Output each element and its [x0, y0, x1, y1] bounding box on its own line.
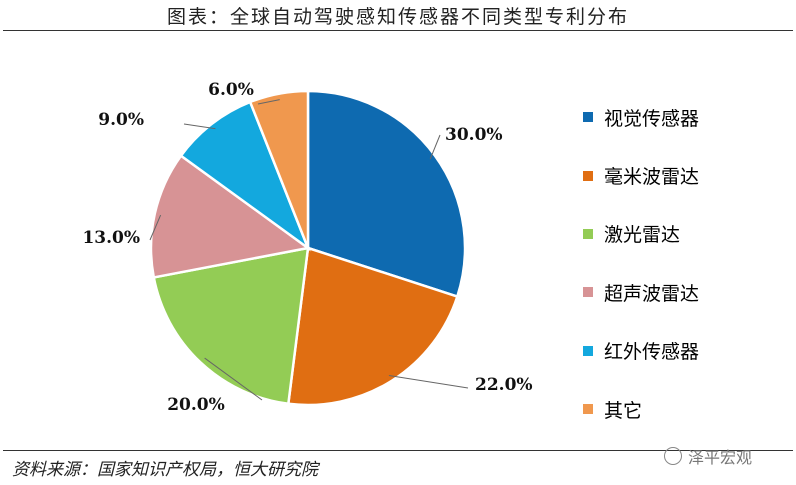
leader-line-6 [257, 99, 280, 105]
leader-line-5 [183, 123, 216, 130]
legend-label: 红外传感器 [604, 341, 700, 364]
legend-label: 激光雷达 [604, 224, 681, 247]
legend-item-3: 激光雷达 [583, 205, 783, 263]
legend-swatch [583, 287, 593, 298]
wechat-icon [664, 447, 682, 465]
legend-swatch [583, 170, 593, 181]
pie-slice-2 [286, 246, 459, 407]
pie-slice-5 [179, 100, 311, 252]
leader-line-3 [204, 357, 263, 401]
legend-item-6: 其它 [583, 380, 783, 438]
legend-label: 毫米波雷达 [604, 166, 700, 189]
pie-slice-4 [149, 153, 312, 279]
legend-label: 超声波雷达 [604, 282, 700, 305]
legend-swatch [583, 228, 593, 239]
pie-slice-3 [152, 246, 310, 406]
bottom-rule [3, 450, 793, 451]
legend-item-4: 超声波雷达 [583, 263, 783, 321]
data-label-1: 30.0% [445, 125, 503, 145]
legend-swatch [583, 345, 593, 356]
chart-title: 图表：全球自动驾驶感知传感器不同类型专利分布 [166, 6, 629, 28]
legend-label: 视觉传感器 [604, 107, 700, 130]
legend-label: 其它 [604, 399, 643, 422]
data-label-3: 20.0% [167, 395, 225, 415]
watermark: 泽平宏观 [664, 444, 752, 468]
leader-line-4 [149, 214, 162, 241]
legend-swatch [583, 404, 593, 415]
data-label-4: 13.0% [82, 228, 140, 248]
legend: 视觉传感器毫米波雷达激光雷达超声波雷达红外传感器其它 [583, 88, 783, 438]
source-note: 资料来源：国家知识产权局，恒大研究院 [12, 460, 318, 480]
data-label-6: 6.0% [208, 80, 254, 100]
legend-item-2: 毫米波雷达 [583, 146, 783, 204]
leader-line-2 [388, 374, 469, 389]
watermark-text: 泽平宏观 [688, 448, 753, 467]
leader-line-1 [429, 134, 441, 160]
legend-item-1: 视觉传感器 [583, 88, 783, 146]
data-label-5: 9.0% [98, 110, 144, 130]
legend-item-5: 红外传感器 [583, 322, 783, 380]
legend-swatch [583, 112, 593, 123]
data-label-2: 22.0% [475, 375, 533, 395]
pie-slice-1 [306, 89, 467, 299]
top-rule [3, 30, 793, 31]
pie-slice-6 [248, 89, 310, 249]
